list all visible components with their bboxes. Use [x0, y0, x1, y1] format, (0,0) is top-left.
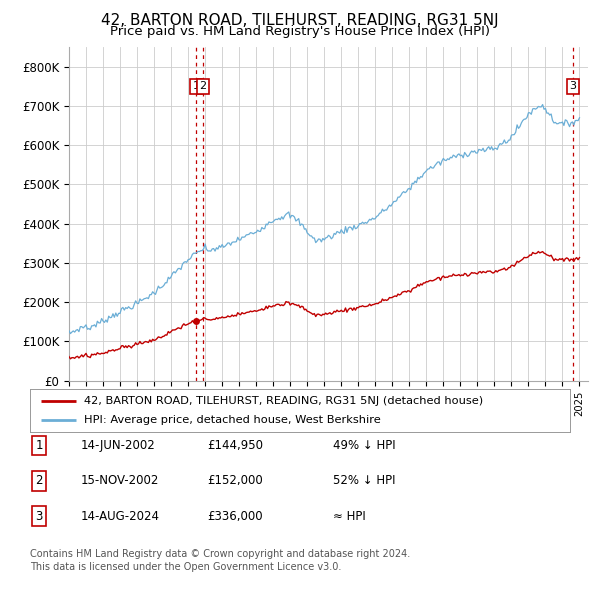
Text: £144,950: £144,950	[207, 439, 263, 452]
Text: 14-JUN-2002: 14-JUN-2002	[81, 439, 156, 452]
Text: HPI: Average price, detached house, West Berkshire: HPI: Average price, detached house, West…	[84, 415, 381, 425]
Text: 14-AUG-2024: 14-AUG-2024	[81, 510, 160, 523]
Text: 15-NOV-2002: 15-NOV-2002	[81, 474, 160, 487]
Text: 2: 2	[35, 474, 43, 487]
Text: 49% ↓ HPI: 49% ↓ HPI	[333, 439, 395, 452]
Text: 1: 1	[193, 81, 199, 91]
Text: 1: 1	[35, 439, 43, 452]
Text: 3: 3	[35, 510, 43, 523]
Text: 42, BARTON ROAD, TILEHURST, READING, RG31 5NJ: 42, BARTON ROAD, TILEHURST, READING, RG3…	[101, 13, 499, 28]
Text: 42, BARTON ROAD, TILEHURST, READING, RG31 5NJ (detached house): 42, BARTON ROAD, TILEHURST, READING, RG3…	[84, 396, 483, 406]
Text: 52% ↓ HPI: 52% ↓ HPI	[333, 474, 395, 487]
Text: £336,000: £336,000	[207, 510, 263, 523]
Text: ≈ HPI: ≈ HPI	[333, 510, 366, 523]
Text: 2: 2	[199, 81, 206, 91]
Text: Price paid vs. HM Land Registry's House Price Index (HPI): Price paid vs. HM Land Registry's House …	[110, 25, 490, 38]
Text: Contains HM Land Registry data © Crown copyright and database right 2024.: Contains HM Land Registry data © Crown c…	[30, 549, 410, 559]
Text: 3: 3	[569, 81, 577, 91]
Text: £152,000: £152,000	[207, 474, 263, 487]
Text: This data is licensed under the Open Government Licence v3.0.: This data is licensed under the Open Gov…	[30, 562, 341, 572]
